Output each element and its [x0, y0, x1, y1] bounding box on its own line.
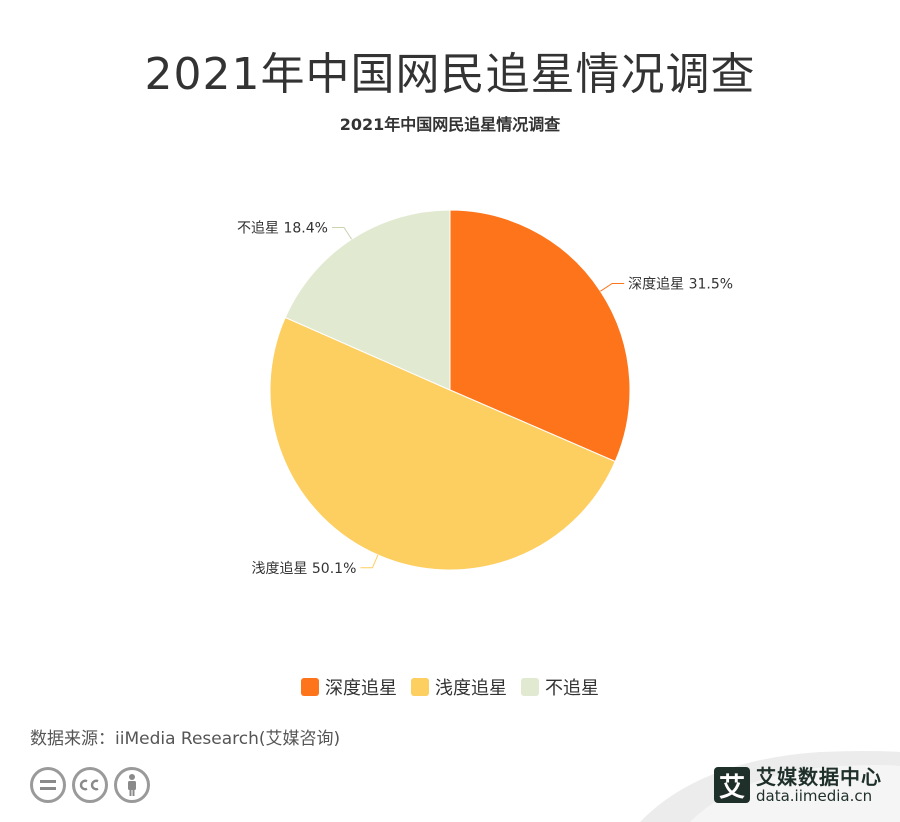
equals-icon: [30, 767, 66, 803]
legend-item-light[interactable]: 浅度追星: [411, 674, 507, 700]
page-title: 2021年中国网民追星情况调查: [144, 49, 756, 100]
chart-title: 2021年中国网民追星情况调查: [339, 115, 561, 134]
pie-slice-2[interactable]: [284, 209, 451, 391]
cc-icon: [72, 767, 108, 803]
license-icons: [30, 767, 150, 803]
brand-logo: 艾 艾媒数据中心 data.iimedia.cn: [714, 766, 882, 805]
brand-url: data.iimedia.cn: [756, 787, 873, 805]
legend-label: 浅度追星: [435, 678, 507, 699]
legend-swatch: [301, 678, 319, 696]
legend-item-deep[interactable]: 深度追星: [301, 674, 397, 700]
legend-item-none[interactable]: 不追星: [521, 674, 599, 700]
slice-label-1: 浅度追星 50.1%: [251, 561, 356, 577]
leader-line-1: [360, 554, 379, 569]
brand-mark: 艾: [714, 767, 750, 804]
legend-label: 不追星: [545, 678, 599, 699]
pie-slice-1[interactable]: [269, 316, 616, 571]
leader-line-2: [331, 227, 353, 240]
slice-label-0: 深度追星 31.5%: [628, 276, 733, 292]
pie-chart: 深度追星 31.5% 浅度追星 50.1% 不追星 18.4%: [237, 209, 733, 577]
legend-swatch: [411, 678, 429, 696]
data-source: 数据来源：iiMedia Research(艾媒咨询): [30, 729, 341, 749]
leader-line-0: [600, 282, 625, 292]
slice-label-2: 不追星 18.4%: [237, 221, 328, 237]
chart-legend: 深度追星 浅度追星 不追星: [0, 674, 900, 700]
brand-name: 艾媒数据中心: [756, 765, 882, 789]
legend-label: 深度追星: [325, 678, 397, 699]
person-icon: [114, 767, 150, 803]
legend-swatch: [521, 678, 539, 696]
